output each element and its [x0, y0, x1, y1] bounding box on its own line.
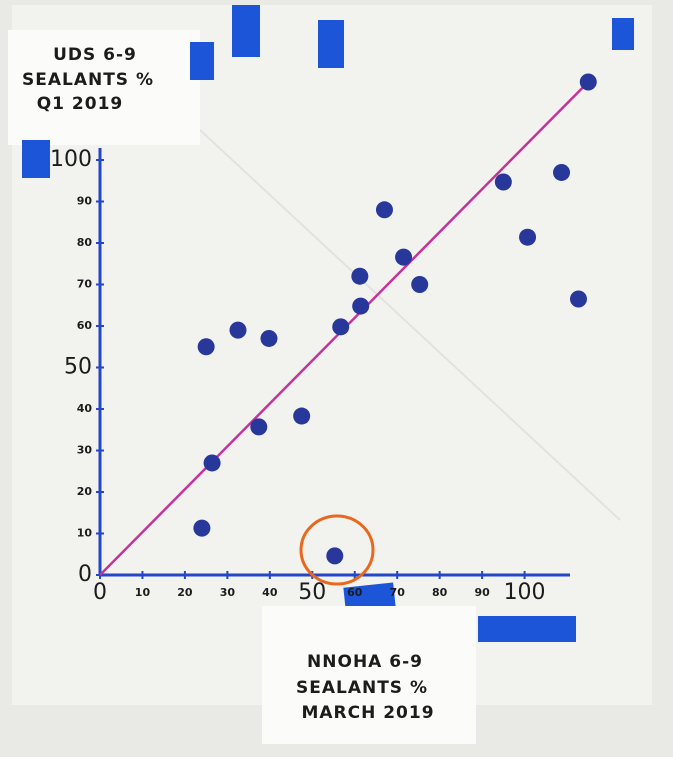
y-label: SEALANTS %	[22, 70, 154, 90]
paper-crease	[199, 129, 621, 521]
x-label: NNOHA 6-9	[307, 652, 423, 672]
x-tick-label: 100	[504, 580, 546, 605]
x-tick-label: 90	[474, 586, 490, 599]
y-label: Q1 2019	[37, 94, 124, 114]
point	[332, 318, 350, 336]
x-tick-label: 30	[220, 586, 236, 599]
y-tick-label: 30	[77, 444, 93, 457]
point	[193, 519, 211, 537]
point	[250, 418, 268, 436]
tape	[612, 18, 634, 50]
y-label: UDS 6-9	[53, 45, 137, 65]
y-tick-label: 20	[77, 485, 93, 498]
x-tick-label: 80	[432, 586, 448, 599]
y-tick-label: 80	[77, 236, 93, 249]
x-tick-label: 60	[347, 586, 363, 599]
x-tick-label: 70	[390, 586, 406, 599]
y-tick-label: 60	[77, 319, 93, 332]
y-tick-label: 90	[77, 195, 93, 208]
y-tick-label: 40	[77, 402, 93, 415]
point	[351, 267, 369, 285]
point	[411, 276, 429, 293]
point	[197, 338, 215, 356]
point	[569, 290, 587, 308]
y-tick-label: 100	[50, 147, 92, 172]
x-tick-label: 50	[298, 580, 326, 605]
sticky-note	[8, 30, 200, 145]
tape	[318, 20, 344, 68]
y-tick-label: 0	[78, 562, 92, 587]
x-tick-label: 10	[135, 586, 151, 599]
point	[375, 201, 393, 219]
x-label: MARCH 2019	[301, 703, 434, 723]
point	[553, 163, 571, 181]
tape	[478, 616, 576, 642]
x-tick-label: 40	[262, 586, 278, 599]
point	[260, 329, 278, 347]
x-label: SEALANTS %	[296, 678, 428, 698]
point	[579, 73, 597, 91]
tape	[190, 42, 214, 80]
point	[494, 173, 512, 191]
point	[229, 321, 247, 339]
y-tick-label: 10	[77, 527, 93, 540]
point	[395, 248, 413, 266]
tape	[22, 140, 50, 178]
highlight-circle	[299, 514, 375, 586]
point	[203, 454, 221, 472]
point	[352, 297, 370, 315]
sticky-note	[262, 606, 476, 744]
point	[519, 228, 537, 246]
tape	[232, 5, 260, 57]
point	[326, 547, 344, 565]
x-tick-label: 0	[93, 580, 107, 605]
plot-area: 0 10 20 30 40 50 60 70 80 90 100 0 10 20 30 40 50 60 70 80 9…	[50, 73, 597, 605]
point	[293, 407, 311, 425]
y-tick-label: 50	[64, 355, 92, 380]
y-tick-label: 70	[77, 278, 93, 291]
x-tick-label: 20	[177, 586, 193, 599]
